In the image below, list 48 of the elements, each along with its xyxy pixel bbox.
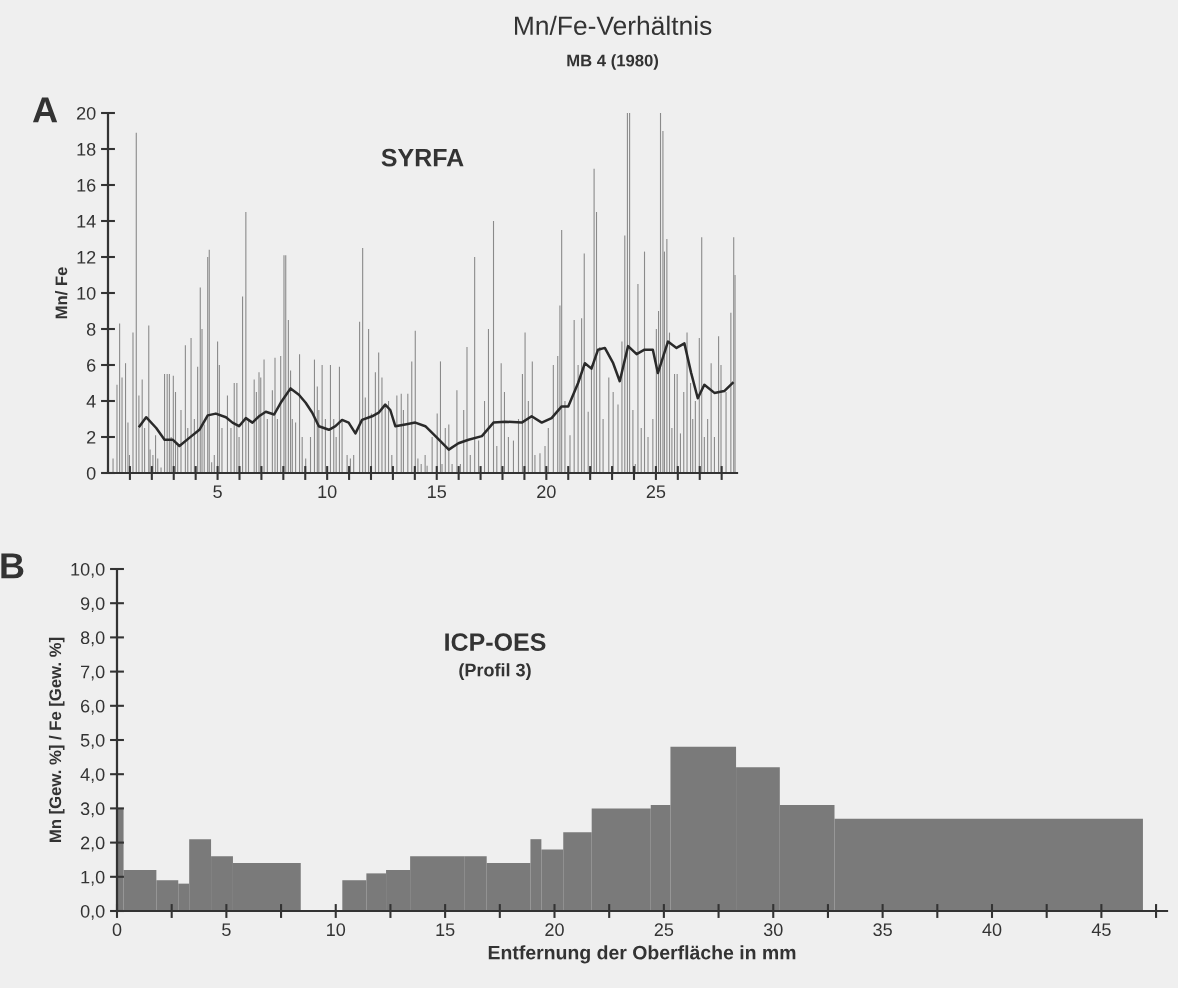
x-tick-label: 20: [537, 485, 556, 499]
chart-subtitle: MB 4 (1980): [567, 54, 659, 70]
text: B: [1, 553, 24, 579]
y-tick-label: 12: [77, 250, 96, 264]
x-tick-label: 25: [646, 485, 666, 499]
x-tick-label: 25: [654, 923, 674, 937]
x-tick-label: 10: [318, 485, 337, 499]
y-axis-title: Mn [Gew. %] / Fe [Gew. %]: [48, 637, 65, 842]
x-tick-label: 45: [1091, 923, 1111, 937]
y-tick-label: 2: [87, 430, 96, 444]
x-tick-label: 30: [763, 923, 783, 937]
x-tick-label: 5: [222, 923, 231, 937]
y-tick-label: 5,0: [80, 733, 105, 749]
annotation: SYRFA: [381, 148, 464, 167]
y-tick-label: 0: [86, 466, 96, 480]
line-series: [138, 340, 734, 451]
x-tick-label: 20: [545, 923, 564, 937]
y-tick-label: 0,0: [80, 904, 105, 920]
x-tick-label: 15: [428, 485, 447, 499]
x-tick-label: 35: [873, 923, 892, 937]
y-tick-label: 9,0: [80, 597, 105, 613]
y-tick-label: 2,0: [81, 836, 105, 852]
x-tick-label: 5: [213, 485, 222, 499]
y-tick-label: 3,0: [80, 802, 105, 818]
y-axis-title: Mn/ Fe: [55, 267, 68, 319]
y-tick-label: 8,0: [80, 631, 105, 647]
y-tick-label: 10: [77, 286, 96, 300]
x-tick-label: 15: [436, 923, 455, 937]
annotation: (Profil 3): [459, 663, 531, 681]
text: A: [32, 97, 58, 123]
y-tick-label: 4: [86, 395, 96, 408]
annotation: ICP-OES: [445, 633, 546, 651]
y-tick-label: 8: [86, 322, 96, 336]
y-tick-label: 20: [77, 106, 96, 120]
y-tick-label: 7,0: [81, 665, 105, 681]
x-axis-title: Entfernung der Oberfläche in mm: [488, 945, 796, 964]
y-tick-label: 16: [77, 178, 96, 192]
x-tick-label: 0: [112, 923, 122, 937]
y-tick-label: 14: [77, 215, 96, 228]
y-tick-label: 10,0: [71, 562, 105, 578]
y-tick-label: 6,0: [81, 699, 105, 715]
y-tick-label: 4,0: [80, 768, 105, 784]
x-tick-label: 10: [327, 923, 346, 937]
chart-title: Mn/Fe-Verhältnis: [515, 15, 712, 36]
y-tick-label: 18: [77, 142, 96, 156]
x-tick-label: 40: [982, 923, 1002, 937]
y-tick-label: 6: [87, 358, 96, 372]
y-tick-label: 1,0: [81, 870, 105, 886]
